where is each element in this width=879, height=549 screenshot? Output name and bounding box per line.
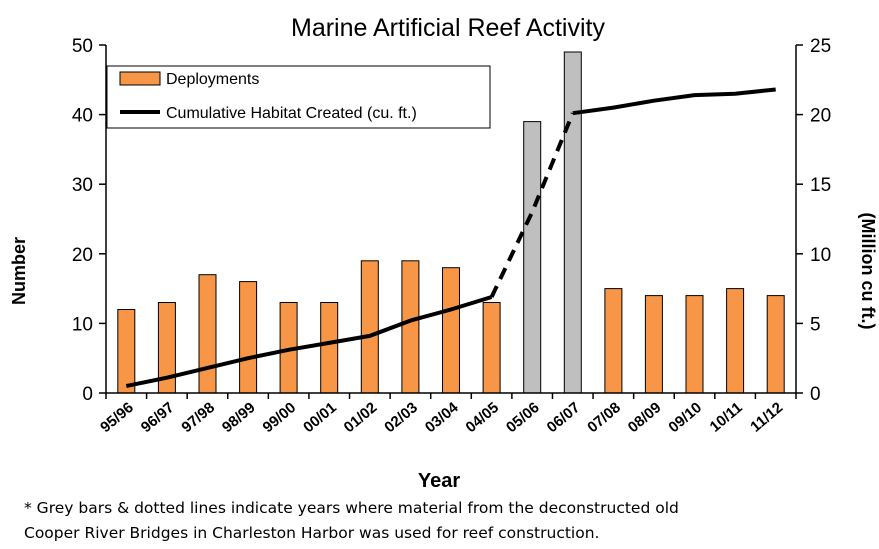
legend: Deployments Cumulative Habitat Created (…: [106, 65, 491, 129]
x-tick-label-10-11: 10/11: [707, 399, 746, 436]
x-tick-label-09-10: 09/10: [665, 399, 705, 436]
cumulative-line-solid-early: [125, 295, 493, 388]
legend-deployments-swatch: [119, 71, 161, 86]
y-tick-label-left-50: 50: [72, 36, 93, 57]
y-tick-label-right-5: 5: [810, 314, 821, 335]
bar-95-96: [117, 309, 136, 394]
x-axis-title: Year: [418, 470, 460, 492]
x-tick-label-08-09: 08/09: [625, 399, 665, 436]
y-tick-label-left-0: 0: [82, 384, 93, 405]
bar-04-05: [482, 302, 501, 394]
bar-97-98: [198, 274, 217, 394]
bar-10-11: [726, 288, 745, 394]
bar-series-group: [117, 51, 785, 394]
x-tick-label-98-99: 98/99: [219, 399, 259, 436]
bar-05-06: [523, 121, 542, 394]
y-axis-title: Number: [9, 237, 29, 305]
bar-02-03: [401, 260, 420, 394]
x-tick-label-97-98: 97/98: [178, 399, 218, 436]
y-tick-label-right-15: 15: [810, 175, 831, 196]
x-tick-label-07-08: 07/08: [584, 399, 624, 436]
y-tick-label-left-40: 40: [72, 106, 93, 127]
y-tick-label-right-20: 20: [810, 106, 831, 127]
y-tick-label-left-20: 20: [72, 245, 93, 266]
x-tick-label-04-05: 04/05: [462, 399, 502, 436]
bar-08-09: [644, 295, 663, 394]
x-tick-label-05-06: 05/06: [503, 399, 543, 436]
footnote: * Grey bars & dotted lines indicate year…: [24, 496, 864, 546]
bar-98-99: [239, 281, 258, 394]
bar-09-10: [685, 295, 704, 394]
x-tick-label-03-04: 03/04: [422, 399, 462, 437]
footnote-line-1: * Grey bars & dotted lines indicate year…: [24, 499, 679, 517]
bar-11-12: [766, 295, 785, 394]
bar-06-07: [563, 51, 582, 394]
x-tick-label-01-02: 01/02: [341, 399, 381, 436]
reef-activity-chart: Marine Artificial Reef Activity Year Num…: [9, 14, 878, 492]
bar-01-02: [360, 260, 379, 394]
x-tick-label-02-03: 02/03: [381, 399, 421, 436]
x-tick-label-96-97: 96/97: [138, 399, 178, 436]
x-tick-label-95-96: 95/96: [97, 399, 137, 436]
bar-00-01: [320, 302, 339, 394]
chart-title: Marine Artificial Reef Activity: [291, 14, 605, 42]
bar-07-08: [604, 288, 623, 394]
footnote-line-2: Cooper River Bridges in Charleston Harbo…: [24, 524, 600, 542]
y-tick-label-right-0: 0: [810, 384, 821, 405]
y-tick-label-left-10: 10: [72, 314, 93, 335]
bar-03-04: [442, 267, 460, 394]
x-tick-label-06-07: 06/07: [544, 399, 584, 436]
line-series-group: [125, 87, 776, 388]
cumulative-line-dashed: [489, 112, 575, 298]
x-tick-label-99-00: 99/00: [260, 399, 300, 436]
x-tick-label-00-01: 00/01: [300, 399, 340, 436]
y-tick-label-left-30: 30: [72, 175, 93, 196]
y-tick-label-right-25: 25: [810, 36, 831, 57]
legend-cumulative-label: Cumulative Habitat Created (cu. ft.): [166, 105, 417, 122]
legend-deployments-label: Deployments: [166, 71, 259, 88]
x-tick-label-11-12: 11/12: [747, 399, 786, 436]
legend-box: [106, 65, 491, 129]
y2-axis-title: (Million cu ft.): [858, 213, 878, 330]
y-tick-label-right-10: 10: [810, 245, 831, 266]
cumulative-line-solid-late: [572, 87, 776, 116]
